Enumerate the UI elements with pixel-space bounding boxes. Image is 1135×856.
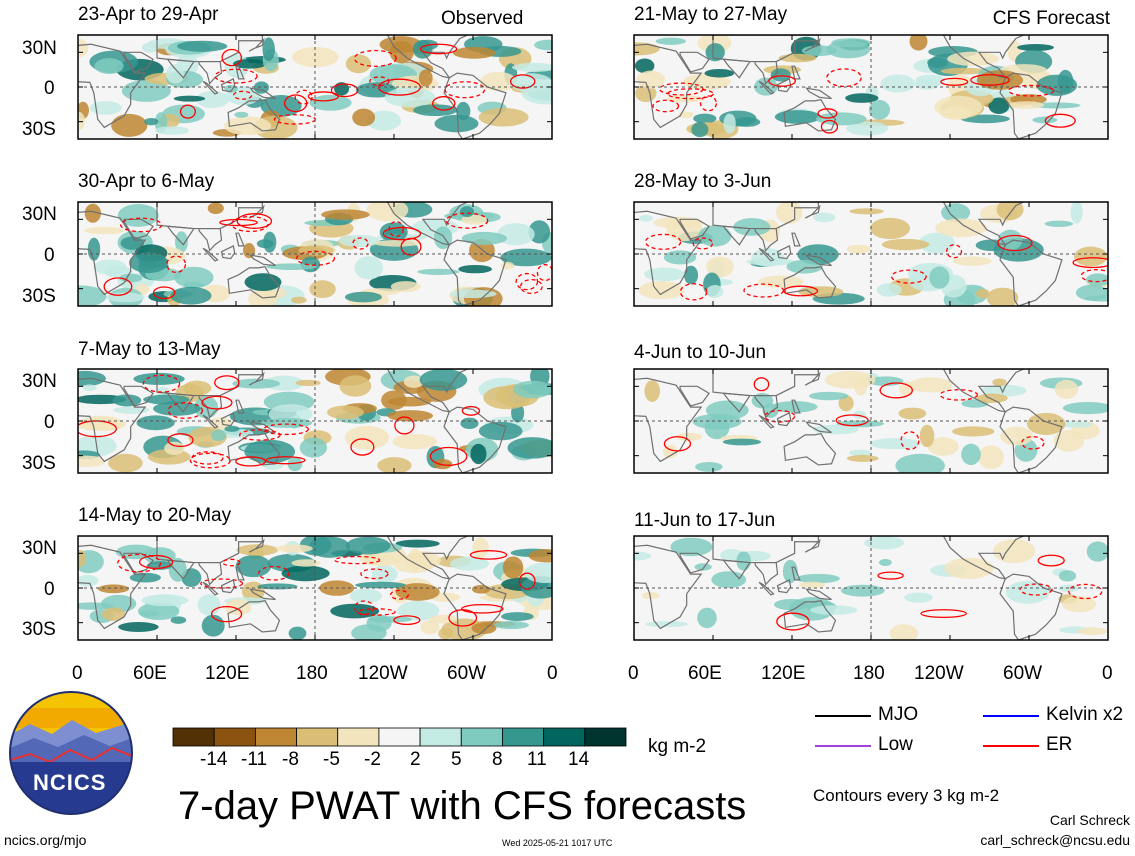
units-label: kg m-2 — [648, 736, 707, 757]
map-panel — [633, 535, 1109, 641]
colorbar-tick-label: 8 — [492, 749, 503, 770]
legend-label-mjo: MJO — [878, 704, 919, 725]
x-tick-label: 0 — [547, 663, 558, 684]
colorbar-tick-label: 2 — [410, 749, 421, 770]
ncics-logo — [9, 691, 133, 815]
timestamp: Wed 2025-05-21 1017 UTC — [502, 838, 613, 848]
map-panel — [77, 368, 553, 474]
map-panel — [633, 201, 1109, 307]
x-tick-label: 60W — [1003, 663, 1043, 684]
map-panel — [77, 535, 553, 641]
y-tick-label: 0 — [44, 78, 55, 99]
y-tick-label: 30N — [22, 371, 57, 392]
panel-title: 14-May to 20-May — [78, 505, 232, 526]
y-tick-label: 0 — [44, 579, 55, 600]
colorbar-swatch — [337, 727, 380, 747]
author: Carl Schreck — [1049, 812, 1130, 828]
map-panel — [77, 201, 553, 307]
legend-label-er: ER — [1046, 734, 1073, 755]
site-link[interactable]: ncics.org/mjo — [4, 832, 87, 848]
logo-text: NCICS — [33, 770, 107, 795]
colorbar-tick-label: -2 — [364, 749, 381, 770]
x-tick-label: 0 — [1102, 663, 1113, 684]
colorbar-swatch — [296, 727, 339, 747]
legend-label-kelvin: Kelvin x2 — [1046, 704, 1124, 725]
y-tick-label: 30S — [22, 119, 56, 140]
y-tick-label: 30S — [22, 453, 56, 474]
y-tick-label: 30N — [22, 538, 57, 559]
colorbar-tick-label: -14 — [200, 749, 228, 770]
colorbar-tick-label: 11 — [527, 749, 547, 770]
colorbar-swatch — [584, 727, 627, 747]
panel-title: 28-May to 3-Jun — [634, 171, 772, 192]
colorbar-swatch — [502, 727, 545, 747]
y-tick-label: 0 — [44, 245, 55, 266]
colorbar-tick-label: -5 — [323, 749, 340, 770]
cfs-forecast-label: CFS Forecast — [992, 8, 1110, 29]
x-tick-label: 180 — [296, 663, 328, 684]
panel-title: 21-May to 27-May — [634, 4, 788, 25]
x-tick-label: 0 — [72, 663, 83, 684]
contour-note: Contours every 3 kg m-2 — [813, 786, 1000, 805]
colorbar-swatch — [213, 727, 256, 747]
email[interactable]: carl_schreck@ncsu.edu — [980, 832, 1130, 848]
colorbar-tick-label: -8 — [282, 749, 299, 770]
x-tick-label: 120E — [205, 663, 250, 684]
map-panel — [633, 368, 1109, 474]
panel-title: 4-Jun to 10-Jun — [634, 342, 767, 363]
y-tick-label: 0 — [44, 412, 55, 433]
x-tick-label: 60E — [688, 663, 722, 684]
x-tick-label: 60W — [447, 663, 487, 684]
colorbar-tick-label: 14 — [568, 749, 590, 770]
colorbar-tick-label: 5 — [451, 749, 462, 770]
colorbar-swatch — [172, 727, 215, 747]
x-tick-label: 180 — [853, 663, 885, 684]
map-panel — [633, 34, 1109, 140]
map-panel — [77, 34, 553, 140]
panel-title: 11-Jun to 17-Jun — [634, 510, 776, 531]
colorbar-swatch — [419, 727, 462, 747]
y-tick-label: 30S — [22, 619, 56, 640]
legend-label-low: Low — [878, 734, 913, 755]
colorbar-swatch — [460, 727, 503, 747]
y-tick-label: 30N — [22, 204, 57, 225]
x-tick-label: 120W — [358, 663, 408, 684]
figure-title: 7-day PWAT with CFS forecasts — [178, 784, 747, 828]
colorbar-tick-label: -11 — [241, 749, 268, 770]
x-tick-label: 0 — [628, 663, 639, 684]
colorbar-swatch — [378, 727, 421, 747]
colorbar-swatch — [254, 727, 297, 747]
x-tick-label: 60E — [133, 663, 167, 684]
x-tick-label: 120W — [914, 663, 964, 684]
panel-title: 7-May to 13-May — [78, 339, 221, 360]
panel-title: 30-Apr to 6-May — [78, 171, 215, 192]
colorbar-swatch — [543, 727, 586, 747]
x-tick-label: 120E — [761, 663, 806, 684]
y-tick-label: 30S — [22, 286, 56, 307]
y-tick-label: 30N — [22, 38, 57, 59]
panel-title: 23-Apr to 29-Apr — [78, 4, 219, 25]
observed-label: Observed — [441, 8, 524, 29]
